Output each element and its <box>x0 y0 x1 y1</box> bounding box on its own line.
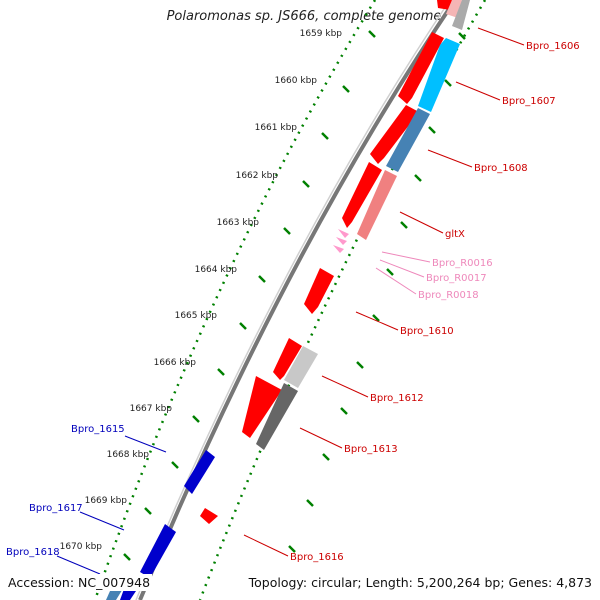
tick-label-1666: 1666 kbp <box>154 358 197 368</box>
label-connector-Bpro_1618 <box>56 555 101 575</box>
genome-summary-text: Topology: circular; Length: 5,200,264 bp… <box>246 574 594 591</box>
tick-mark-outer-1666 <box>356 361 364 369</box>
tick-label-1670: 1670 kbp <box>60 542 103 552</box>
tick-mark-outer-1662 <box>414 174 422 182</box>
tick-mark-1668 <box>171 461 179 469</box>
tick-label-1667: 1667 kbp <box>130 404 173 414</box>
feature-label-Bpro_1607: Bpro_1607 <box>502 96 556 107</box>
tick-mark-1663 <box>283 227 291 235</box>
backbone-ring <box>138 0 457 600</box>
tick-label-1669: 1669 kbp <box>85 496 128 506</box>
backbone-ring-highlight <box>135 0 451 600</box>
feature-label-Bpro_1618: Bpro_1618 <box>6 547 60 558</box>
tick-mark-outer-1670 <box>288 545 296 553</box>
tick-mark-outer-1661 <box>428 126 436 134</box>
tick-label-1668: 1668 kbp <box>107 450 150 460</box>
tick-mark-outer-1669 <box>306 499 314 507</box>
tick-mark-outer-1659 <box>458 32 466 40</box>
label-connector-Bpro_1617 <box>79 511 125 531</box>
tick-mark-outer-1668 <box>322 453 330 461</box>
tick-mark-outer-1667 <box>340 407 348 415</box>
tick-mark-1670 <box>123 553 131 561</box>
label-connector-Bpro_1616 <box>243 534 289 557</box>
feature-label-Bpro_1616: Bpro_1616 <box>290 552 344 563</box>
gene-Bpro_1616 <box>200 508 218 524</box>
tick-label-1659: 1659 kbp <box>300 29 343 39</box>
tick-label-1663: 1663 kbp <box>217 218 260 228</box>
gene-red-fwd-1 <box>398 32 444 104</box>
tick-mark-1664 <box>258 275 266 283</box>
feature-label-Bpro_1612: Bpro_1612 <box>370 393 424 404</box>
label-connector-Bpro_1608 <box>427 149 473 168</box>
feature-label-Bpro_1613: Bpro_1613 <box>344 444 398 455</box>
tick-mark-1665 <box>239 322 247 330</box>
label-connector-gltX <box>399 211 444 234</box>
tick-label-1665: 1665 kbp <box>175 311 218 321</box>
feature-labels: Bpro_1606 Bpro_1607 Bpro_1608 gltX Bpro_R001… <box>6 27 580 575</box>
map-title: Polaromonas sp. JS666, complete genome <box>166 9 442 24</box>
feature-label-Bpro_1606: Bpro_1606 <box>526 41 580 52</box>
feature-label-Bpro_1610: Bpro_1610 <box>400 326 454 337</box>
scale-ticks: 1659 kbp 1660 kbp 1661 kbp 1662 kbp 1663 kbp… <box>60 29 466 561</box>
feature-label-Bpro_R0017: Bpro_R0017 <box>426 273 487 284</box>
gene-red-fwd-2 <box>370 105 419 164</box>
tick-mark-outer-1664 <box>386 268 394 276</box>
gene-Bpro_1606-partial <box>437 0 452 10</box>
tick-label-1662: 1662 kbp <box>236 171 279 181</box>
tick-mark-1662 <box>302 180 310 188</box>
feature-label-Bpro_R0016: Bpro_R0016 <box>432 258 493 269</box>
gene-red-fwd-5 <box>242 376 282 438</box>
tick-mark-1666 <box>217 368 225 376</box>
gene-Bpro_1608 <box>386 108 430 172</box>
tick-mark-1659 <box>368 30 376 38</box>
gene-Bpro_1607 <box>418 38 460 112</box>
tick-mark-1667 <box>192 415 200 423</box>
label-connector-Bpro_1607 <box>455 81 501 101</box>
tick-mark-outer-1665 <box>372 314 380 322</box>
tick-mark-outer-1663 <box>400 221 408 229</box>
label-connector-Bpro_1615 <box>124 435 167 453</box>
feature-label-gltX: gltX <box>445 229 465 240</box>
trna-Bpro_R0016 <box>338 229 349 238</box>
tick-label-1664: 1664 kbp <box>195 265 238 275</box>
label-connector-Bpro_1610 <box>355 311 399 331</box>
tick-label-1661: 1661 kbp <box>255 123 298 133</box>
trna-Bpro_R0018 <box>333 245 344 253</box>
trna-Bpro_R0017 <box>336 237 347 245</box>
tick-mark-1661 <box>321 132 329 140</box>
tick-mark-1669 <box>144 507 152 515</box>
inner-tick-ring <box>93 0 377 600</box>
tick-label-1660: 1660 kbp <box>275 76 318 86</box>
label-connector-Bpro_R0016 <box>381 251 431 263</box>
label-connector-Bpro_1613 <box>299 427 343 449</box>
label-connector-Bpro_R0018 <box>375 267 417 295</box>
label-connector-Bpro_R0017 <box>379 259 425 278</box>
feature-label-Bpro_1615: Bpro_1615 <box>71 424 125 435</box>
gene-Bpro_1612 <box>284 346 318 388</box>
label-connector-Bpro_1612 <box>321 375 369 398</box>
gene-Bpro_1615 <box>184 450 215 494</box>
gene-red-fwd-4 <box>273 338 302 380</box>
feature-label-Bpro_1608: Bpro_1608 <box>474 163 528 174</box>
feature-label-Bpro_1617: Bpro_1617 <box>29 503 83 514</box>
accession-text: Accession: NC_007948 <box>6 574 153 591</box>
feature-label-Bpro_R0018: Bpro_R0018 <box>418 290 479 301</box>
gene-red-fwd-3 <box>342 162 382 228</box>
gene-Bpro_1610 <box>304 268 334 314</box>
gene-Bpro_1617 <box>140 524 176 578</box>
gene-Bpro_1606-grey <box>452 0 470 30</box>
tick-mark-1660 <box>342 85 350 93</box>
label-connector-Bpro_1606 <box>477 27 525 46</box>
gene-Bpro_1613 <box>256 383 298 450</box>
tick-mark-outer-1660 <box>444 79 452 87</box>
gene-gltX <box>357 170 397 240</box>
